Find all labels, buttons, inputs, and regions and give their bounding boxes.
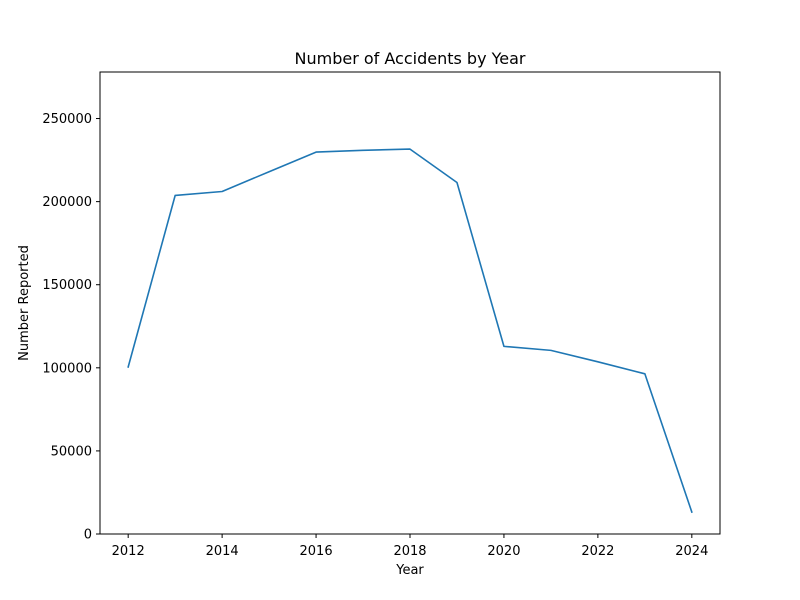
plot-frame [99,71,721,535]
x-tick-label: 2024 [675,544,708,559]
y-tick-label: 200000 [42,195,92,210]
y-tick-label: 150000 [42,278,92,293]
x-axis-label: Year [395,563,424,578]
x-tick-label: 2012 [112,544,145,559]
series-line [127,148,693,514]
plot-area [100,72,720,534]
y-axis-label: Number Reported [17,245,32,361]
x-tick-label: 2020 [487,544,520,559]
y-tick-label: 250000 [42,112,92,127]
x-tick-label: 2016 [300,544,333,559]
y-tick-label: 50000 [51,444,92,459]
axis-ticks: 2012 2014 2016 2018 2020 2022 2024 0 50000 100000… [42,112,708,559]
x-tick-label: 2014 [206,544,239,559]
x-tick-label: 2018 [393,544,426,559]
y-tick-label: 0 [84,528,92,543]
x-tick-label: 2022 [581,544,614,559]
y-tick-label: 100000 [42,361,92,376]
chart-title: Number of Accidents by Year [295,49,526,68]
